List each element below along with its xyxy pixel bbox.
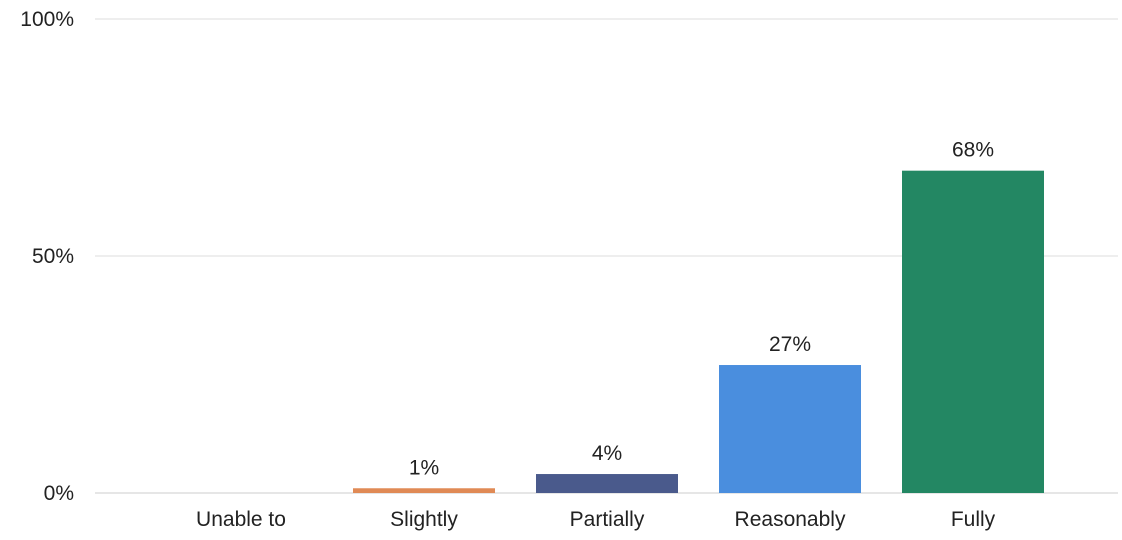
bar: [353, 488, 495, 493]
x-tick-label: Partially: [570, 508, 645, 531]
data-label: 68%: [952, 139, 994, 162]
x-tick-label: Slightly: [390, 508, 458, 531]
x-tick-label: Reasonably: [735, 508, 846, 531]
x-axis-ticks: Unable to Slightly Partially Reasonably Full…: [196, 508, 996, 531]
y-tick-label: 100%: [20, 8, 74, 31]
bars: [353, 170, 1044, 493]
data-label: 1%: [409, 456, 439, 479]
y-tick-label: 0%: [44, 482, 74, 505]
bar: [902, 170, 1044, 493]
data-label: 4%: [592, 442, 622, 465]
bar: [719, 365, 861, 493]
bar: [536, 474, 678, 493]
x-tick-label: Unable to: [196, 508, 286, 531]
data-labels: 1% 4% 27% 68%: [409, 139, 994, 480]
data-label: 27%: [769, 333, 811, 356]
y-tick-label: 50%: [32, 245, 74, 268]
x-tick-label: Fully: [951, 508, 996, 531]
y-axis-ticks: 0% 50% 100%: [20, 8, 74, 505]
